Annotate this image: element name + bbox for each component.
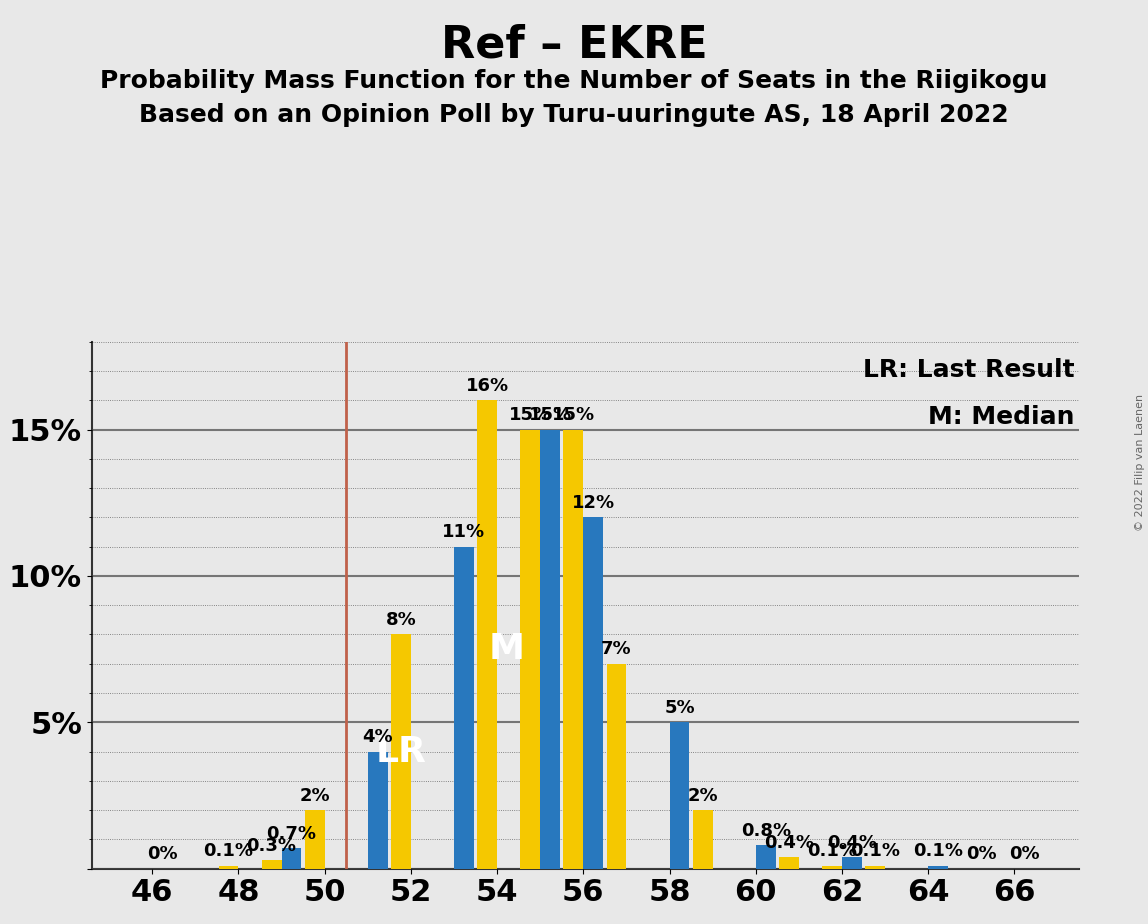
Text: 0.8%: 0.8% bbox=[740, 821, 791, 840]
Text: 15%: 15% bbox=[552, 407, 595, 424]
Text: 15%: 15% bbox=[528, 407, 572, 424]
Bar bbox=[755, 845, 776, 869]
Text: 8%: 8% bbox=[386, 611, 417, 629]
Bar bbox=[541, 430, 560, 869]
Text: 0%: 0% bbox=[147, 845, 178, 863]
Bar bbox=[606, 663, 627, 869]
Bar bbox=[564, 430, 583, 869]
Bar bbox=[520, 430, 541, 869]
Text: 0.1%: 0.1% bbox=[203, 843, 254, 860]
Text: 12%: 12% bbox=[572, 494, 615, 512]
Text: 0.7%: 0.7% bbox=[266, 825, 317, 843]
Bar bbox=[866, 866, 885, 869]
Bar bbox=[929, 866, 948, 869]
Text: 0%: 0% bbox=[1009, 845, 1040, 863]
Text: 0.4%: 0.4% bbox=[763, 833, 814, 852]
Text: LR: LR bbox=[375, 735, 426, 769]
Text: 15%: 15% bbox=[509, 407, 552, 424]
Text: 2%: 2% bbox=[688, 786, 718, 805]
Text: Ref – EKRE: Ref – EKRE bbox=[441, 23, 707, 67]
Text: M: M bbox=[489, 632, 525, 666]
Bar bbox=[583, 517, 603, 869]
Text: 0.3%: 0.3% bbox=[247, 836, 296, 855]
Bar bbox=[822, 866, 841, 869]
Bar bbox=[262, 859, 281, 869]
Bar bbox=[367, 751, 388, 869]
Bar bbox=[478, 400, 497, 869]
Bar bbox=[281, 848, 302, 869]
Text: Based on an Opinion Poll by Turu-uuringute AS, 18 April 2022: Based on an Opinion Poll by Turu-uuringu… bbox=[139, 103, 1009, 128]
Text: © 2022 Filip van Laenen: © 2022 Filip van Laenen bbox=[1134, 394, 1145, 530]
Text: 16%: 16% bbox=[466, 377, 509, 395]
Text: 4%: 4% bbox=[363, 728, 393, 747]
Bar bbox=[693, 810, 713, 869]
Text: 5%: 5% bbox=[665, 699, 695, 717]
Bar bbox=[391, 635, 411, 869]
Text: 0.4%: 0.4% bbox=[827, 833, 877, 852]
Text: 0.1%: 0.1% bbox=[913, 843, 963, 860]
Text: LR: Last Result: LR: Last Result bbox=[862, 358, 1075, 382]
Bar bbox=[305, 810, 325, 869]
Bar bbox=[453, 547, 474, 869]
Bar bbox=[841, 857, 862, 869]
Text: 0%: 0% bbox=[965, 845, 996, 863]
Text: 2%: 2% bbox=[300, 786, 329, 805]
Bar bbox=[218, 866, 239, 869]
Bar bbox=[669, 723, 690, 869]
Text: M: Median: M: Median bbox=[928, 405, 1075, 429]
Text: 0.1%: 0.1% bbox=[851, 843, 900, 860]
Text: Probability Mass Function for the Number of Seats in the Riigikogu: Probability Mass Function for the Number… bbox=[100, 69, 1048, 93]
Text: 0.1%: 0.1% bbox=[807, 843, 858, 860]
Bar bbox=[779, 857, 799, 869]
Text: 11%: 11% bbox=[442, 523, 486, 541]
Text: 7%: 7% bbox=[602, 640, 631, 659]
